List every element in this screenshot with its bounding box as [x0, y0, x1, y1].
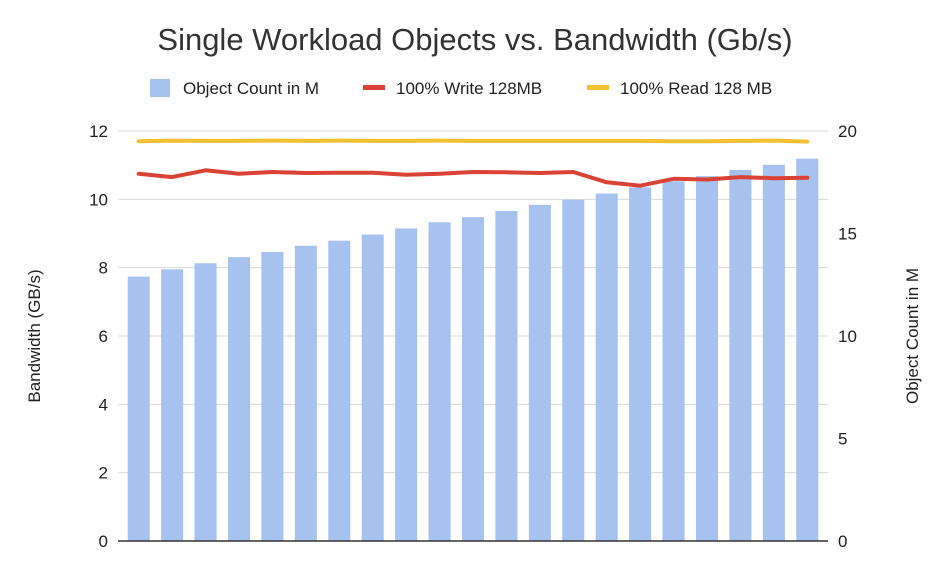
legend-swatch-write — [363, 85, 385, 90]
legend-label-read: 100% Read 128 MB — [620, 79, 772, 98]
left-tick-label: 0 — [99, 532, 108, 551]
bar-object-count — [361, 234, 384, 541]
legend-swatch-read — [587, 85, 609, 90]
legend-label-write: 100% Write 128MB — [396, 79, 542, 98]
right-tick-label: 15 — [838, 225, 857, 244]
bar-object-count — [161, 269, 184, 541]
bar-object-count — [227, 257, 251, 541]
right-tick-label: 0 — [838, 532, 847, 551]
bar-object-count — [595, 193, 618, 541]
bar-object-count — [695, 176, 719, 541]
bar-object-count — [328, 240, 351, 542]
left-axis-ticks: 0 2 4 6 8 10 12 — [89, 122, 108, 551]
bar-object-count — [629, 187, 652, 541]
right-tick-label: 10 — [838, 327, 857, 346]
bar-object-count — [495, 210, 518, 541]
line-write-128mb — [136, 168, 810, 188]
bar-object-count — [461, 217, 485, 541]
legend-swatch-object-count — [150, 79, 170, 97]
left-tick-label: 4 — [99, 395, 108, 414]
line-series — [136, 138, 810, 188]
bar-object-count — [562, 199, 585, 542]
right-axis-ticks: 0 5 10 15 20 — [838, 122, 857, 551]
legend-label-object-count: Object Count in M — [183, 79, 319, 98]
y-axis-left-label: Bandwidth (GB/s) — [25, 269, 44, 402]
left-tick-label: 2 — [99, 464, 108, 483]
left-tick-label: 6 — [99, 327, 108, 346]
bar-object-count — [194, 263, 217, 541]
bar-object-count — [294, 245, 317, 542]
bar-series-object-count — [127, 158, 819, 542]
legend: Object Count in M 100% Write 128MB 100% … — [150, 79, 772, 98]
bar-object-count — [395, 228, 418, 541]
bar-object-count — [261, 251, 284, 541]
left-tick-label: 12 — [89, 122, 108, 141]
line-read-128mb — [136, 138, 810, 144]
right-tick-label: 20 — [838, 122, 857, 141]
bar-object-count — [428, 222, 451, 541]
left-tick-label: 10 — [89, 190, 108, 209]
bar-object-count — [729, 169, 752, 541]
bar-object-count — [662, 181, 685, 541]
bar-object-count — [762, 164, 785, 541]
right-tick-label: 5 — [838, 430, 847, 449]
bar-object-count — [127, 276, 150, 541]
bar-object-count — [796, 158, 819, 542]
y-axis-right-label: Object Count in M — [903, 268, 922, 404]
chart-title: Single Workload Objects vs. Bandwidth (G… — [157, 22, 792, 57]
left-tick-label: 8 — [99, 259, 108, 278]
bar-object-count — [528, 204, 551, 542]
